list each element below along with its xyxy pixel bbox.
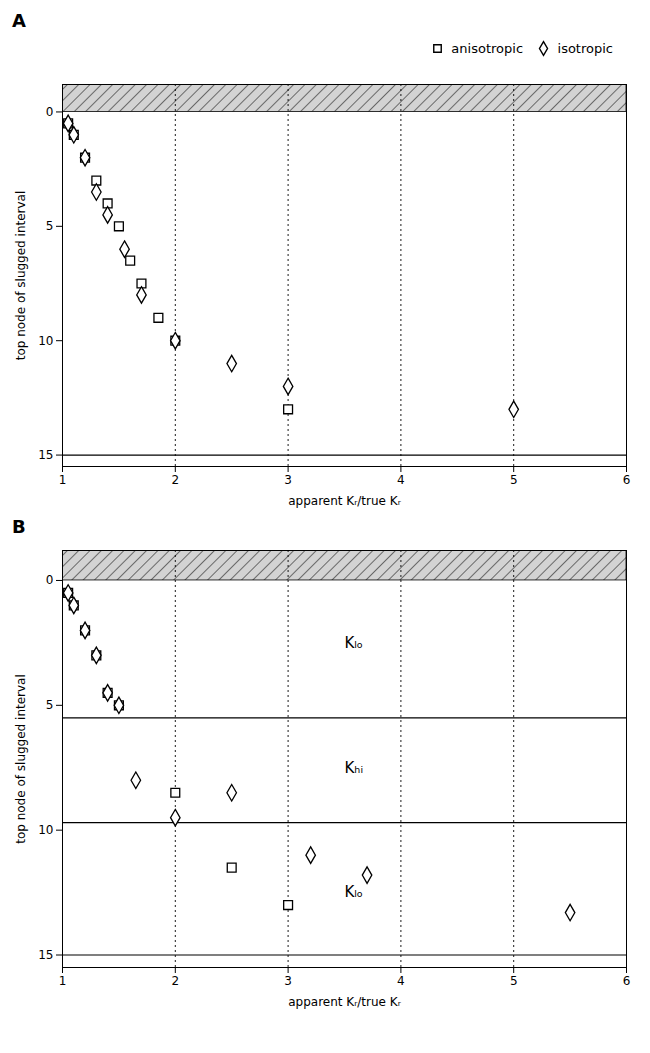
html-text:A: A <box>12 10 26 31</box>
html-text:anisotropic: anisotropic <box>451 41 523 56</box>
svg-text:4: 4 <box>397 974 405 988</box>
svg-text:5: 5 <box>46 219 54 233</box>
svg-text:0: 0 <box>46 573 54 587</box>
svg-text:6: 6 <box>623 473 631 487</box>
svg-text:4: 4 <box>397 473 405 487</box>
svg-text:Kₗₒ: Kₗₒ <box>345 883 364 901</box>
svg-text:top node of slugged interval: top node of slugged interval <box>14 190 28 360</box>
svg-text:apparent Kᵣ/true Kᵣ: apparent Kᵣ/true Kᵣ <box>288 994 401 1008</box>
svg-text:1: 1 <box>59 473 67 487</box>
svg-text:5: 5 <box>510 974 518 988</box>
svg-text:15: 15 <box>38 447 53 461</box>
svg-text:top node of slugged interval: top node of slugged interval <box>14 674 28 844</box>
svg-text:10: 10 <box>38 823 53 837</box>
html-text:isotropic: isotropic <box>557 41 613 56</box>
svg-text:2: 2 <box>171 473 179 487</box>
svg-text:5: 5 <box>46 698 54 712</box>
svg-text:0: 0 <box>46 104 54 118</box>
svg-text:apparent Kᵣ/true Kᵣ: apparent Kᵣ/true Kᵣ <box>288 493 401 507</box>
svg-text:10: 10 <box>38 333 53 347</box>
svg-text:1: 1 <box>59 974 67 988</box>
svg-text:5: 5 <box>510 473 518 487</box>
svg-text:Kₗₒ: Kₗₒ <box>345 633 364 651</box>
svg-text:3: 3 <box>284 473 292 487</box>
svg-text:3: 3 <box>284 974 292 988</box>
svg-text:15: 15 <box>38 947 53 961</box>
svg-text:6: 6 <box>623 974 631 988</box>
html-text:B: B <box>12 515 26 537</box>
svg-text:2: 2 <box>171 974 179 988</box>
svg-text:Kₕᵢ: Kₕᵢ <box>345 758 364 776</box>
